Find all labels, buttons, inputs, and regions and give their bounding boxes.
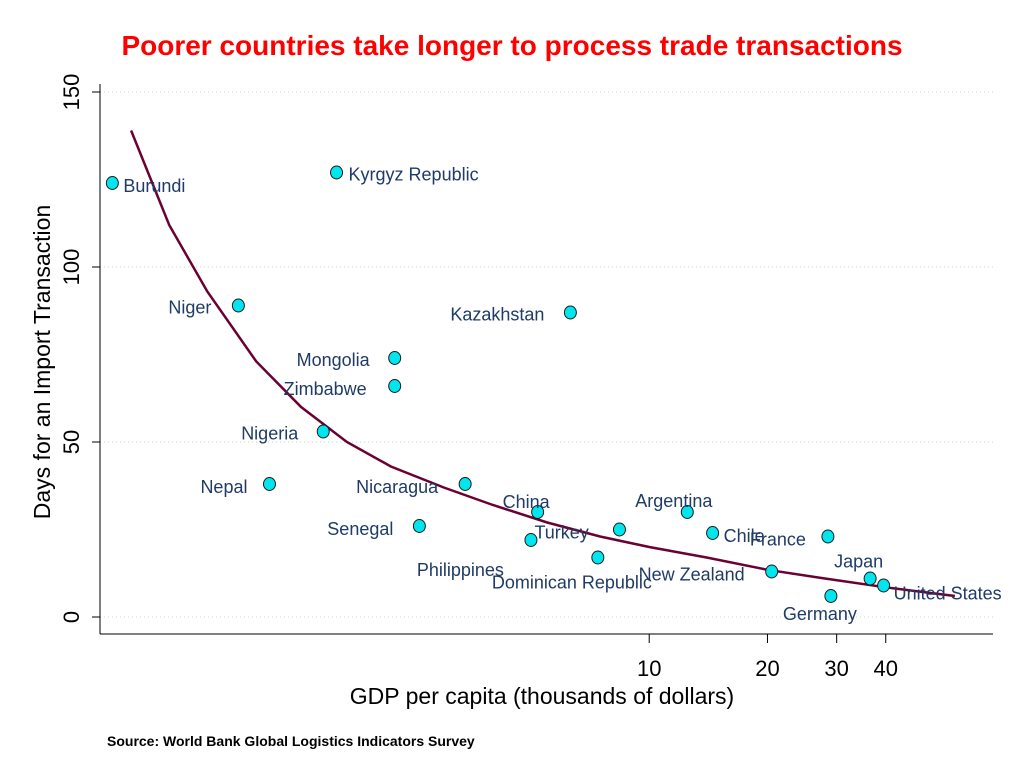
label-argentina: Argentina: [635, 491, 713, 511]
label-nepal: Nepal: [200, 477, 247, 497]
x-tick-label-20: 20: [755, 656, 779, 681]
label-mongolia: Mongolia: [297, 350, 371, 370]
point-senegal: [412, 519, 426, 533]
y-tick-label-50: 50: [59, 430, 84, 454]
label-nigeria: Nigeria: [241, 424, 299, 444]
y-tick-label-100: 100: [59, 249, 84, 286]
label-japan: Japan: [834, 552, 883, 572]
point-nigeria: [316, 424, 330, 439]
point-united-states: [877, 578, 891, 593]
point-chile: [706, 526, 720, 540]
y-tick-label-0: 0: [59, 611, 84, 623]
x-tick-label-10: 10: [637, 656, 661, 681]
label-france: France: [750, 530, 806, 550]
label-kazakhstan: Kazakhstan: [450, 305, 544, 325]
point-labels: Burundi Kyrgyz Republic Niger Kazakhstan Mon…: [123, 165, 1001, 625]
label-new-zealand: New Zealand: [639, 565, 745, 585]
label-chile: Chile: [724, 526, 765, 546]
point-burundi: [105, 176, 119, 190]
label-senegal: Senegal: [327, 519, 393, 539]
fit-curve: [129, 130, 956, 598]
point-niger: [231, 298, 245, 313]
label-kyrgyz-republic: Kyrgyz Republic: [349, 165, 479, 185]
tick-labels: 0 50 100 150 10 20 30 40: [59, 74, 898, 681]
point-germany: [824, 589, 838, 603]
point-mongolia: [388, 351, 402, 365]
label-burundi: Burundi: [123, 176, 185, 196]
label-dominican-republic: Dominican Republic: [492, 573, 652, 593]
point-argentina: [680, 505, 694, 519]
label-niger: Niger: [168, 298, 211, 318]
label-united-states: United States: [894, 584, 1002, 604]
point-kyrgyz-republic: [330, 165, 344, 180]
point-zimbabwe: [388, 379, 402, 393]
point-nicaragua: [458, 477, 472, 491]
point-france: [821, 529, 835, 544]
gridlines: [100, 91, 993, 618]
point-turkey: [612, 522, 626, 537]
point-new-zealand: [765, 564, 779, 579]
label-philippines: Philippines: [417, 560, 504, 580]
label-nicaragua: Nicaragua: [356, 477, 439, 497]
x-tick-label-30: 30: [824, 656, 848, 681]
label-germany: Germany: [783, 604, 857, 624]
point-kazakhstan: [563, 305, 577, 320]
axes: [92, 84, 993, 643]
source-note: Source: World Bank Global Logistics Indi…: [107, 733, 475, 749]
point-japan: [863, 571, 877, 586]
label-china: China: [503, 492, 551, 512]
x-tick-label-40: 40: [874, 656, 898, 681]
y-axis-label: Days for an Import Transaction: [29, 205, 55, 519]
point-nepal: [262, 477, 276, 491]
point-china: [531, 505, 545, 519]
x-axis-label: GDP per capita (thousands of dollars): [350, 683, 734, 709]
chart-title: Poorer countries take longer to process …: [121, 30, 903, 61]
label-turkey: Turkey: [534, 523, 588, 543]
point-philippines: [524, 533, 538, 547]
label-zimbabwe: Zimbabwe: [284, 379, 367, 399]
point-dominican-republic: [591, 550, 605, 565]
data-points: [105, 165, 891, 603]
y-tick-label-150: 150: [59, 74, 84, 111]
